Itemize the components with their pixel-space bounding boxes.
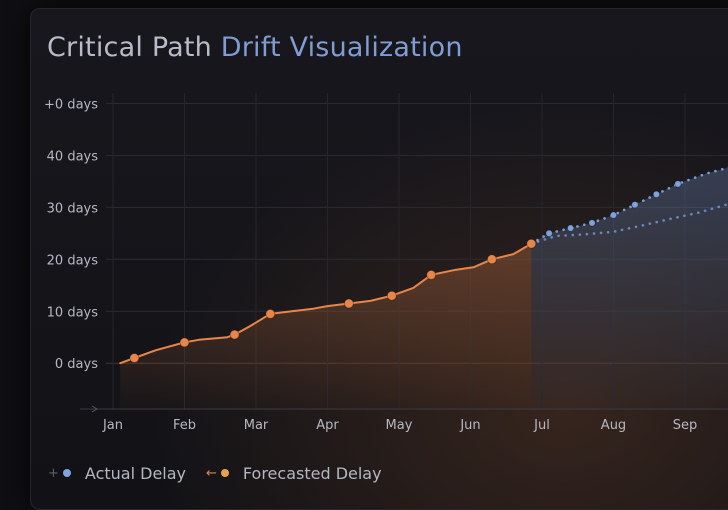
- x-tick-label: Jul: [533, 418, 550, 433]
- actual-point: [343, 298, 354, 309]
- actual-area: [120, 243, 532, 410]
- axis-arrow-icon: [91, 405, 98, 413]
- x-tick-label: May: [386, 418, 413, 433]
- actual-point: [265, 308, 276, 319]
- title-primary: Critical Path: [47, 32, 212, 63]
- actual-point: [526, 238, 537, 249]
- x-tick-label: Feb: [173, 418, 196, 433]
- forecast-point: [652, 190, 661, 199]
- x-tick-label: Apr: [316, 418, 339, 433]
- forecast-point: [545, 229, 553, 238]
- forecast-point: [674, 180, 682, 188]
- series-markers: [129, 180, 682, 363]
- chart-legend: + Actual Delay ← Forecasted Delay: [48, 462, 402, 484]
- x-tick-label: Jun: [459, 418, 480, 433]
- y-tick-label: 20 days: [47, 253, 99, 268]
- series-lines: [119, 166, 728, 365]
- series-line-0: [119, 242, 533, 365]
- y-tick-label: 30 days: [47, 201, 99, 216]
- x-tick-label: Jan: [102, 418, 123, 433]
- forecast-point: [588, 219, 596, 227]
- x-tick-label: Mar: [244, 418, 269, 433]
- legend-item-actual[interactable]: + Actual Delay: [48, 464, 186, 483]
- legend-marker-actual: [62, 469, 71, 477]
- x-axis: [80, 405, 728, 413]
- legend-marker-forecast: [220, 469, 229, 477]
- title-accent: Drift Visualization: [220, 32, 463, 63]
- forecast-point: [609, 211, 618, 219]
- y-tick-label: 0 days: [55, 357, 98, 372]
- y-tick-label: 10 days: [47, 305, 99, 320]
- series-line-2: [530, 202, 728, 245]
- chart-title: Critical Path Drift Visualization: [47, 32, 463, 63]
- actual-point: [426, 269, 437, 280]
- y-tick-label: +0 days: [44, 97, 98, 112]
- actual-point: [386, 290, 397, 301]
- legend-label-actual: Actual Delay: [84, 463, 186, 483]
- series-line-1: [530, 166, 728, 245]
- forecast-area: [531, 167, 728, 410]
- y-tick-label: 40 days: [47, 149, 99, 164]
- actual-point: [229, 329, 240, 340]
- y-axis-ticks: 0 days 10 days 20 days 30 days 40 days +0 day…: [44, 97, 98, 372]
- forecast-point: [631, 201, 639, 209]
- forecast-point: [566, 224, 575, 232]
- x-tick-label: Aug: [601, 418, 626, 433]
- actual-point: [129, 353, 140, 363]
- legend-item-forecast[interactable]: ← Forecasted Delay: [206, 464, 382, 483]
- actual-point: [486, 254, 497, 265]
- area-fills: [120, 167, 728, 410]
- arrow-left-icon: ←: [206, 465, 217, 481]
- x-tick-label: Sep: [673, 418, 698, 433]
- actual-point: [179, 337, 190, 348]
- x-axis-ticks: Jan Feb Mar Apr May Jun Jul Aug Sep: [102, 418, 697, 433]
- legend-label-forecast: Forecasted Delay: [242, 463, 382, 483]
- plus-icon: +: [48, 465, 59, 481]
